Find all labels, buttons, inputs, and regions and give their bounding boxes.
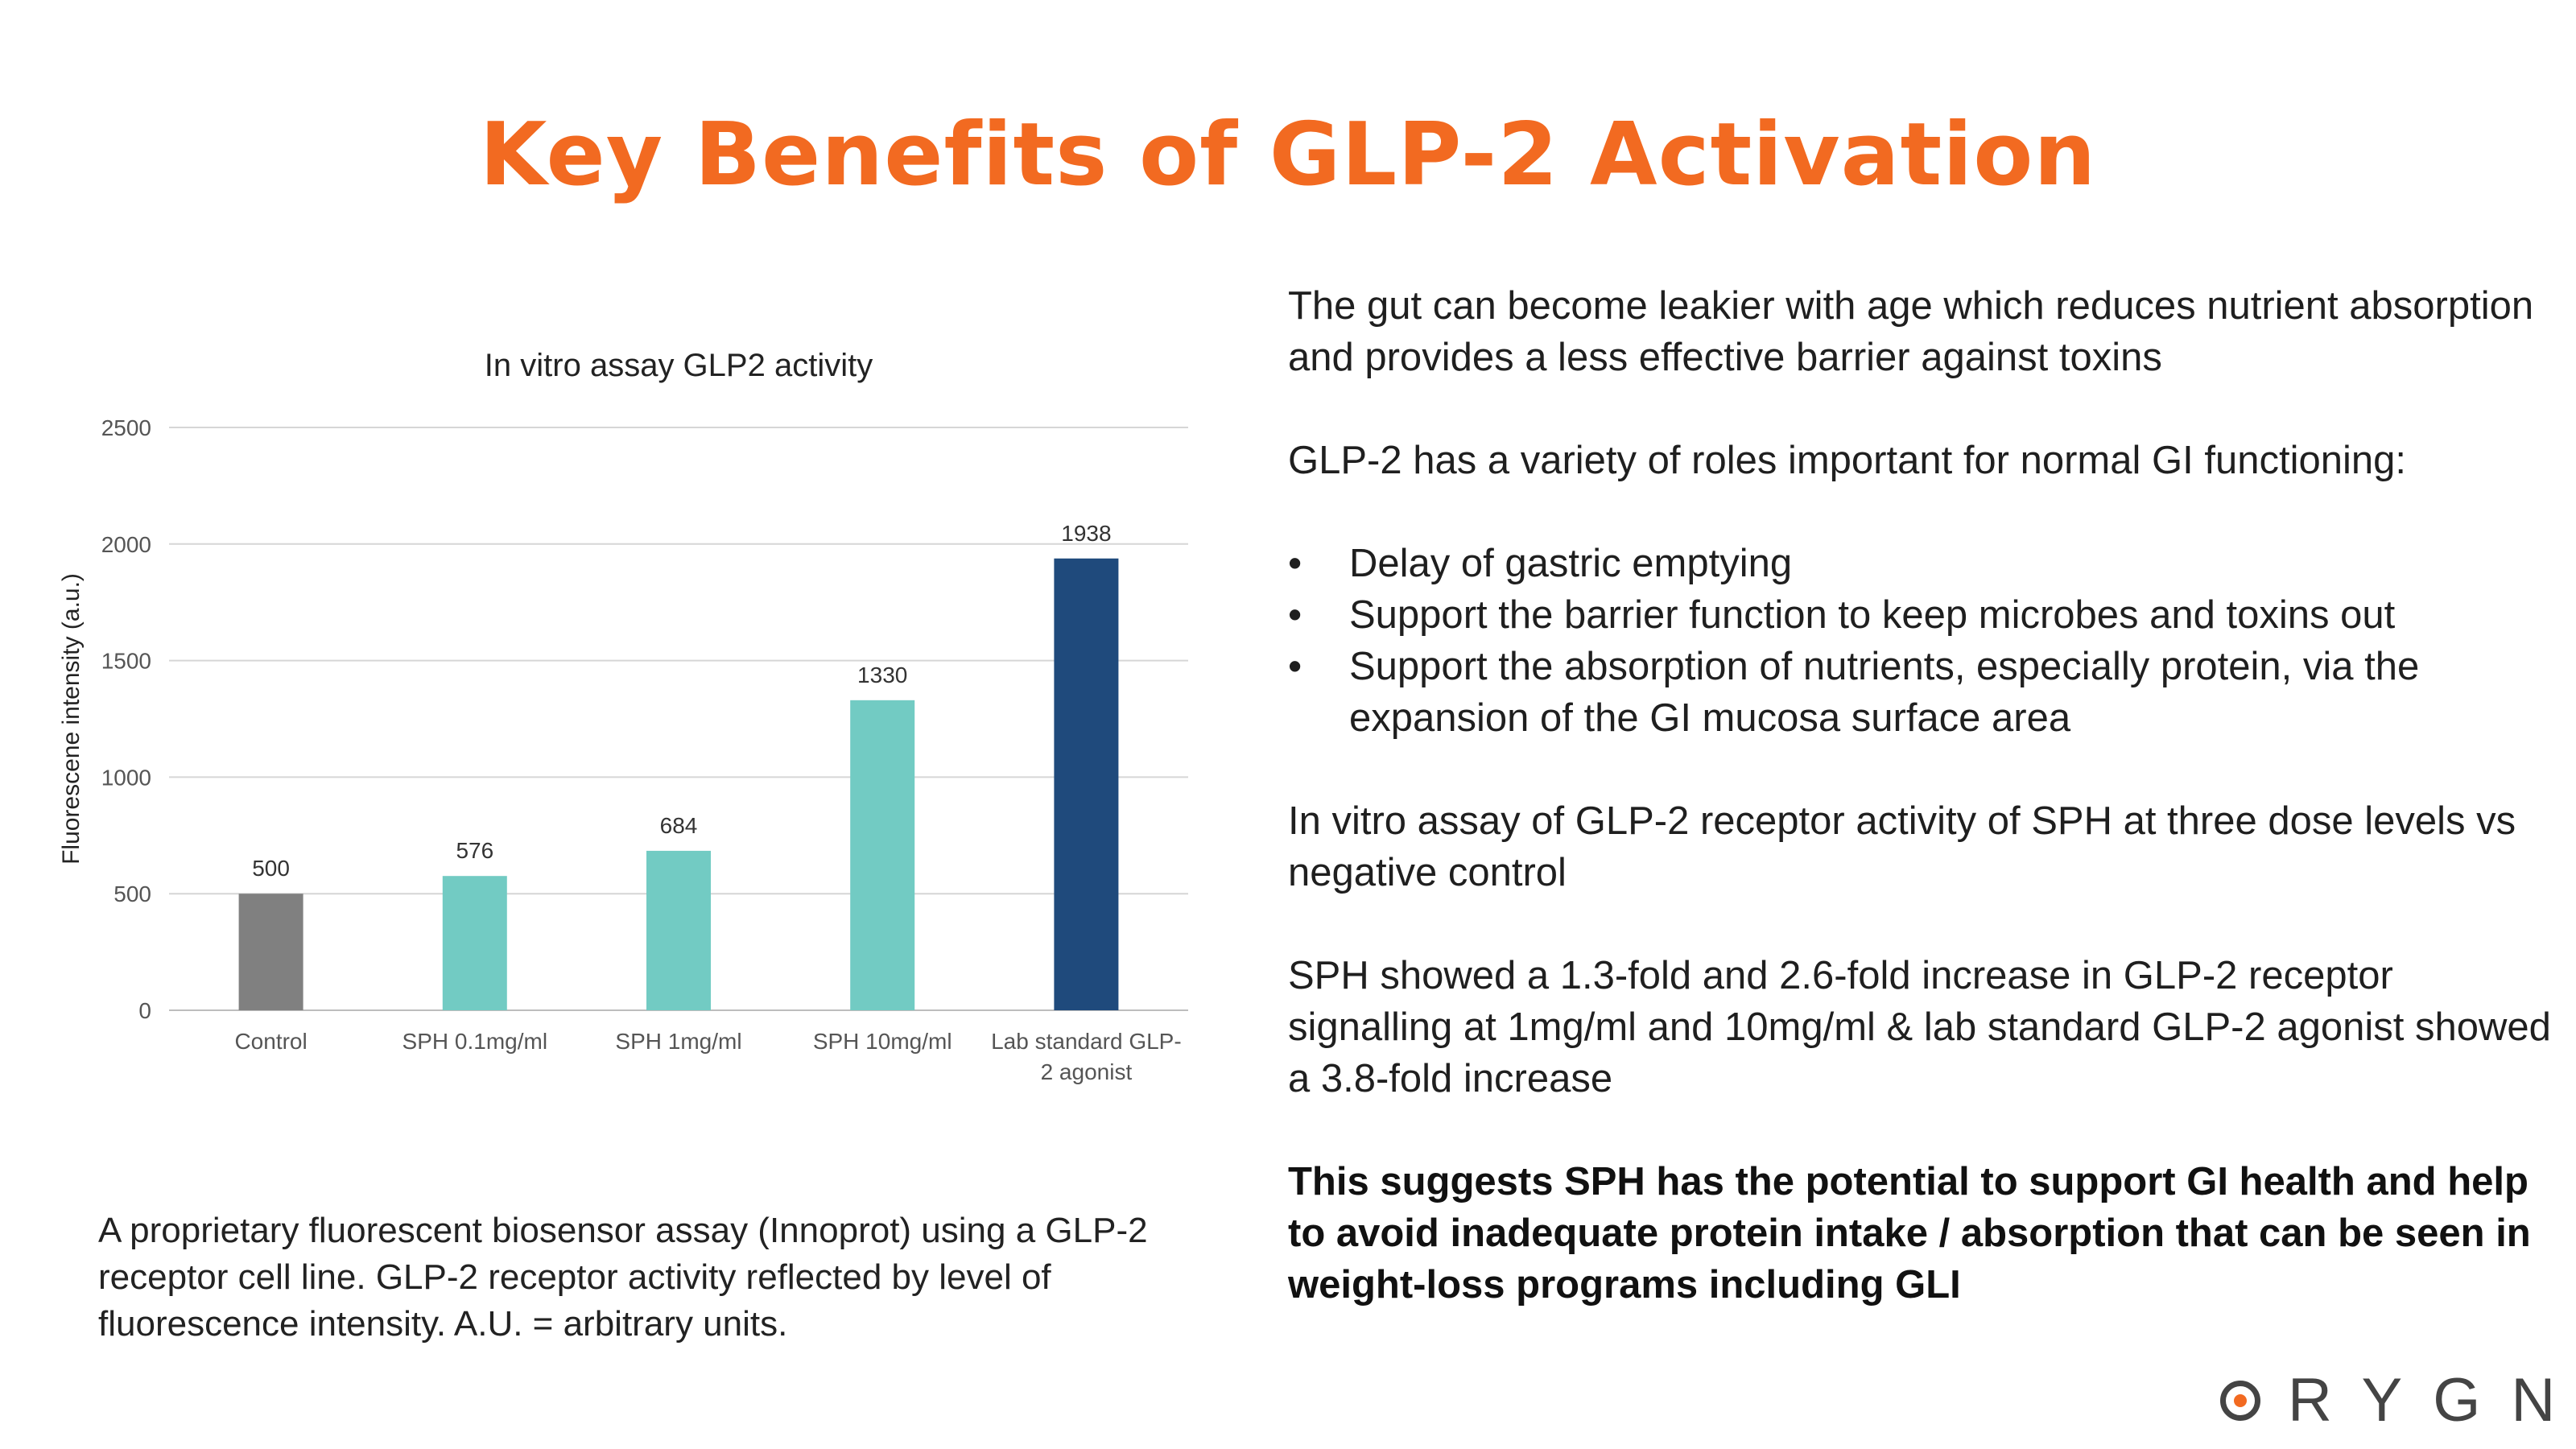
bar [850, 700, 915, 1010]
x-tick-label: SPH 10mg/ml [813, 1029, 952, 1054]
orygn-logo: RYGN [2220, 1368, 2576, 1433]
logo-o-icon [2220, 1381, 2260, 1421]
bar-chart: In vitro assay GLP2 activity 0 500 1000 1500… [58, 348, 1188, 1084]
y-axis-label: Fluorescene intensity (a.u.) [58, 573, 85, 865]
list-item: Support the barrier function to keep mic… [1288, 589, 2552, 641]
results-paragraph: SPH showed a 1.3-fold and 2.6-fold incre… [1288, 954, 2551, 1100]
slide-title: Key Benefits of GLP-2 Activation [479, 105, 2097, 205]
bar-value-label: 1330 [857, 663, 907, 687]
list-item: Delay of gastric emptying [1288, 538, 2552, 589]
y-tick-label: 1000 [101, 765, 151, 790]
benefits-text: The gut can become leakier with age whic… [1288, 280, 2552, 1311]
y-tick-label: 2000 [101, 532, 151, 557]
chart-title: In vitro assay GLP2 activity [485, 348, 873, 383]
logo-text: RYGN [2288, 1366, 2576, 1435]
roles-list: Delay of gastric emptying Support the ba… [1288, 538, 2552, 744]
bar [646, 850, 711, 1010]
y-tick-label: 500 [114, 881, 151, 906]
bar [442, 876, 507, 1010]
x-tick-label: SPH 0.1mg/ml [402, 1029, 548, 1054]
bar-value-label: 576 [456, 838, 493, 863]
x-tick-label: Lab standard GLP- [991, 1029, 1182, 1054]
conclusion-paragraph: This suggests SPH has the potential to s… [1288, 1160, 2531, 1307]
y-tick-label: 2500 [101, 415, 151, 440]
bar-value-label: 500 [252, 856, 290, 881]
roles-paragraph: GLP-2 has a variety of roles important f… [1288, 439, 2406, 482]
chart-caption: A proprietary fluorescent biosensor assa… [98, 1211, 1148, 1344]
x-tick-label: Control [234, 1029, 307, 1054]
bar-value-label: 1938 [1061, 521, 1111, 546]
y-tick-label: 1500 [101, 649, 151, 674]
list-item: Support the absorption of nutrients, esp… [1288, 641, 2552, 744]
bar [238, 894, 303, 1010]
x-tick-label: 2 agonist [1041, 1059, 1133, 1084]
bar-value-label: 684 [660, 813, 698, 838]
bar [1054, 558, 1119, 1010]
y-tick-label: 0 [138, 998, 151, 1023]
x-tick-label: SPH 1mg/ml [615, 1029, 741, 1054]
assay-paragraph: In vitro assay of GLP-2 receptor activit… [1288, 799, 2516, 894]
intro-paragraph: The gut can become leakier with age whic… [1288, 284, 2534, 379]
